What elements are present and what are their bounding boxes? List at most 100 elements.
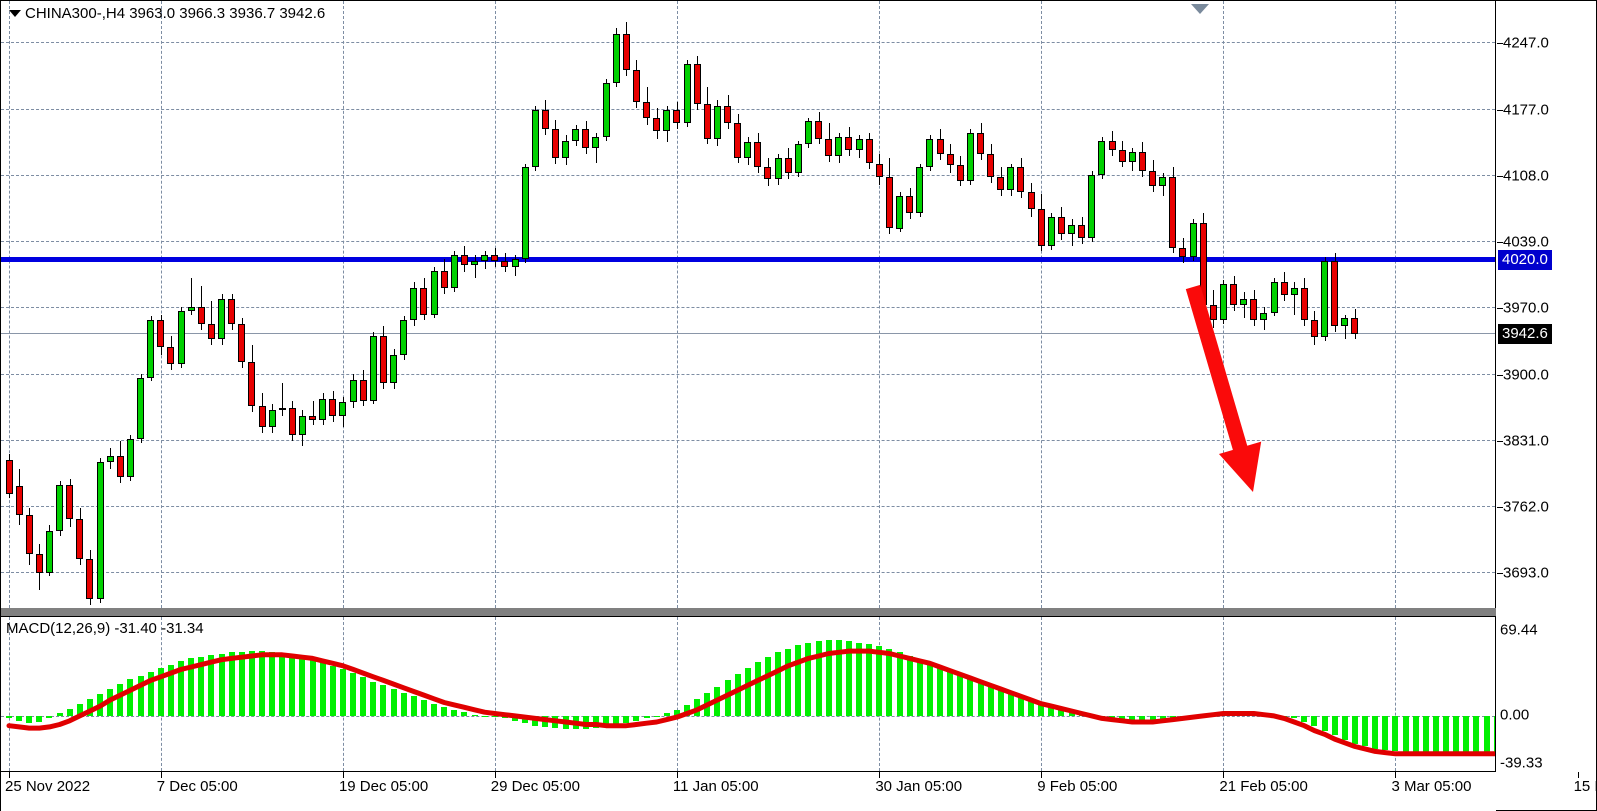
macd-histogram-bar <box>836 640 842 716</box>
candle-wick <box>1294 282 1295 315</box>
macd-pane-header: MACD(12,26,9) -31.40 -31.34 <box>6 620 204 637</box>
price-scale-tick <box>1497 110 1503 112</box>
candle-bullish <box>856 138 863 151</box>
vertical-gridline <box>494 1 496 608</box>
macd-histogram-bar <box>360 676 366 716</box>
macd-histogram-bar <box>1433 715 1439 754</box>
horizontal-gridline <box>1 109 1495 111</box>
macd-histogram-bar <box>340 669 346 716</box>
time-axis-label: 30 Jan 05:00 <box>875 778 963 795</box>
vertical-gridline <box>1041 1 1043 608</box>
price-scale-label: 4108.0 <box>1503 167 1549 185</box>
macd-histogram-bar <box>978 681 984 716</box>
candle-bullish <box>896 196 903 229</box>
candle-bearish <box>1058 217 1065 235</box>
candle-bearish <box>1078 224 1085 239</box>
candle-bearish <box>66 484 73 520</box>
candle-bearish <box>886 176 893 229</box>
candle-bearish <box>876 163 883 177</box>
candle-bullish <box>1007 167 1014 191</box>
macd-histogram-bar <box>765 657 771 716</box>
candle-bearish <box>1038 209 1045 246</box>
price-level-line-blue[interactable] <box>1 257 1495 263</box>
vertical-gridline <box>1395 1 1397 608</box>
macd-histogram-bar <box>299 657 305 716</box>
macd-histogram-bar <box>57 713 63 716</box>
candle-bullish <box>56 484 63 531</box>
macd-histogram-bar <box>856 642 862 716</box>
price-chart-pane[interactable]: CHINA300-,H4 3963.0 3966.3 3936.7 3942.6 <box>1 1 1496 608</box>
candle-bearish <box>380 335 387 384</box>
candle-bullish <box>1321 261 1328 338</box>
candle-bullish <box>532 109 539 168</box>
macd-histogram-bar <box>1473 715 1479 754</box>
macd-indicator-pane[interactable]: MACD(12,26,9) -31.40 -31.34 <box>1 616 1496 771</box>
candle-bearish <box>1017 167 1024 193</box>
macd-histogram-bar <box>1058 708 1064 716</box>
macd-histogram-bar <box>1028 700 1034 716</box>
time-axis-tick <box>160 772 162 778</box>
candle-bullish <box>471 261 478 265</box>
time-axis-tick <box>342 772 344 778</box>
candle-bullish <box>431 270 438 315</box>
macd-histogram-bar <box>391 689 397 716</box>
macd-histogram-bar <box>148 671 154 716</box>
macd-histogram-bar <box>988 685 994 716</box>
price-scale[interactable]: 4247.0 4177.0 4108.0 4039.0 3970.0 3900.0 3831… <box>1497 1 1596 772</box>
candle-bullish <box>46 530 53 573</box>
candle-bearish <box>1149 171 1156 187</box>
macd-histogram-bar <box>947 670 953 716</box>
candle-bearish <box>623 33 630 70</box>
time-axis-label: 3 Mar 05:00 <box>1391 778 1472 795</box>
price-pane-header: CHINA300-,H4 3963.0 3966.3 3936.7 3942.6 <box>25 5 326 22</box>
macd-histogram-bar <box>370 681 376 716</box>
price-scale-tick <box>1497 241 1503 243</box>
candle-bullish <box>1240 299 1247 305</box>
macd-histogram-bar <box>36 715 42 723</box>
candle-bearish <box>643 102 650 118</box>
macd-histogram-bar <box>289 654 295 716</box>
macd-histogram-bar <box>117 684 123 716</box>
macd-histogram-bar <box>1332 715 1338 736</box>
candle-bullish <box>97 461 104 600</box>
macd-histogram-bar <box>310 659 316 716</box>
time-axis-label: 15 Mar 05:00 <box>1573 778 1597 795</box>
candle-bearish <box>26 515 33 554</box>
macd-histogram-bar <box>775 652 781 716</box>
candle-bearish <box>1179 247 1186 258</box>
price-scale-label: 3970.0 <box>1503 299 1549 317</box>
macd-histogram-bar <box>229 652 235 716</box>
candle-bearish <box>157 320 164 348</box>
vertical-gridline <box>676 617 678 771</box>
macd-histogram-bar <box>441 707 447 716</box>
macd-histogram-bar <box>431 703 437 716</box>
candle-bullish <box>1341 318 1348 326</box>
candle-bearish <box>1169 176 1176 248</box>
macd-histogram-bar <box>1382 715 1388 751</box>
triangle-down-icon[interactable] <box>9 10 21 17</box>
vertical-gridline <box>1395 617 1397 771</box>
price-scale-label: 3900.0 <box>1503 366 1549 384</box>
candle-bullish <box>1159 176 1166 187</box>
last-price-line[interactable] <box>1 333 1495 335</box>
candle-bullish <box>137 377 144 439</box>
candle-bullish <box>451 255 458 288</box>
candle-wick <box>475 255 476 279</box>
macd-histogram-bar <box>26 715 32 724</box>
candle-bearish <box>36 553 43 573</box>
candle-bullish <box>775 157 782 179</box>
time-axis[interactable]: 25 Nov 2022 7 Dec 05:00 19 Dec 05:00 29 Dec… <box>1 771 1597 811</box>
candle-bullish <box>592 136 599 149</box>
macd-histogram-bar <box>16 715 22 721</box>
candle-bullish <box>805 121 812 145</box>
macd-histogram-bar <box>492 715 498 718</box>
macd-histogram-bar <box>846 641 852 716</box>
pane-divider[interactable] <box>1 608 1496 616</box>
price-scale-label: 3693.0 <box>1503 564 1549 582</box>
macd-histogram-bar <box>755 662 761 716</box>
candle-bearish <box>441 270 448 288</box>
candle-bullish <box>835 136 842 156</box>
macd-histogram-bar <box>1403 715 1409 753</box>
candle-wick <box>313 400 314 426</box>
candle-bullish <box>572 129 579 141</box>
